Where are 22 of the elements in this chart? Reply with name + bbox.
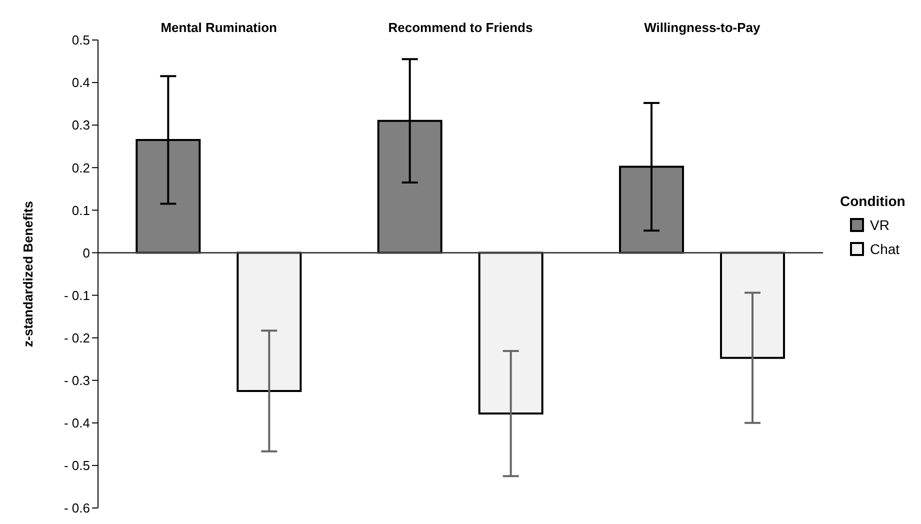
y-tick-label: 0.5 [72, 32, 90, 48]
y-tick-label: 0.1 [72, 202, 90, 218]
bar [478, 252, 544, 415]
y-tick-label: 0.2 [72, 160, 90, 176]
x-tick-label: Mental Rumination [160, 20, 278, 35]
y-axis-title: z-standardized Benefits [20, 201, 36, 347]
x-tick-label: Willingness-to-Pay [644, 20, 762, 35]
y-tick-label: - 0.6 [64, 500, 90, 516]
legend-label: VR [870, 217, 890, 233]
bar [236, 252, 302, 392]
y-tick-label: - 0.3 [64, 372, 90, 388]
legend-title: Condition [840, 193, 906, 209]
legend-label: Chat [870, 241, 900, 257]
y-tick-label: - 0.4 [64, 416, 90, 431]
y-tick-label: 0.4 [72, 75, 90, 90]
x-tick-label: Recommend to Friends [388, 20, 533, 35]
y-tick-label: - 0.1 [64, 288, 90, 303]
y-tick-label: 0 [82, 245, 90, 260]
y-tick-label: 0.3 [72, 118, 90, 133]
y-tick-label: - 0.2 [64, 330, 90, 346]
y-tick-label: - 0.5 [64, 458, 90, 474]
bar [720, 252, 785, 359]
